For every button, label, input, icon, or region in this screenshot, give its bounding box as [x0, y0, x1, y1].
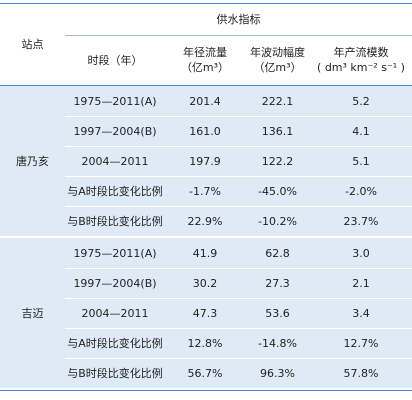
value-cell: 2.1: [352, 276, 370, 290]
period-cell: 与A时段比变化比例: [67, 336, 163, 350]
period-cell: 2004—2011: [81, 154, 149, 168]
period-cell: 1997—2004(B): [73, 276, 157, 290]
header-rule: [65, 35, 412, 36]
column-header-line: 时段（年）: [87, 53, 143, 67]
value-cell: 136.1: [261, 124, 294, 138]
group-background: [0, 86, 412, 236]
period-cell: 1975—2011(A): [73, 94, 157, 108]
value-cell: 47.3: [192, 306, 218, 320]
period-cell: 与B时段比变化比例: [67, 214, 163, 228]
column-header-line: 年波动幅度: [250, 46, 305, 59]
value-cell: 12.7%: [343, 336, 379, 350]
value-cell: 4.1: [352, 124, 370, 138]
column-header-line: ( dm³ km⁻² s⁻¹ ): [317, 61, 405, 74]
value-cell: 12.8%: [187, 336, 223, 350]
value-cell: 27.3: [265, 276, 290, 290]
row-separator: [65, 298, 412, 299]
value-cell: 56.7%: [187, 366, 223, 380]
row-separator: [65, 268, 412, 269]
bottom-rule: [0, 390, 412, 391]
column-header: 年产流模数 ( dm³ km⁻² s⁻¹ ): [310, 35, 412, 85]
value-cell: -10.2%: [258, 214, 297, 228]
value-cell: 222.1: [261, 94, 294, 108]
value-cell: 62.8: [265, 246, 290, 260]
period-cell: 1975—2011(A): [73, 246, 157, 260]
value-cell: 5.2: [352, 94, 370, 108]
period-cell: 2004—2011: [81, 306, 149, 320]
row-separator: [65, 328, 412, 329]
column-header: 时段（年）: [65, 35, 165, 85]
top-rule: [0, 3, 412, 4]
row-separator: [65, 358, 412, 359]
period-cell: 1997—2004(B): [73, 124, 157, 138]
value-cell: 161.0: [189, 124, 221, 138]
header-bottom-rule: [0, 85, 412, 86]
value-cell: -2.0%: [345, 184, 377, 198]
value-cell: -1.7%: [189, 184, 221, 198]
value-cell: 201.4: [189, 94, 221, 108]
value-cell: -45.0%: [258, 184, 297, 198]
value-cell: 122.2: [261, 154, 294, 168]
value-cell: 53.6: [265, 306, 290, 320]
column-header-line: 年产流模数: [333, 46, 389, 59]
value-cell: 57.8%: [343, 366, 379, 380]
value-cell: 5.1: [352, 154, 370, 168]
value-cell: 3.0: [352, 246, 370, 260]
row-separator: [65, 146, 412, 147]
column-header-line: （亿m³）: [253, 61, 302, 74]
station-cell: 吉迈: [21, 306, 44, 320]
value-cell: -14.8%: [258, 336, 297, 350]
row-separator: [65, 176, 412, 177]
value-cell: 96.3%: [260, 366, 295, 380]
value-cell: 30.2: [192, 276, 218, 290]
value-cell: 22.9%: [187, 214, 223, 228]
row-separator: [65, 116, 412, 117]
group-header: 供水指标: [216, 12, 261, 26]
group-separator: [0, 236, 412, 238]
column-header: 年波动幅度 （亿m³）: [245, 35, 310, 85]
station-header: 站点: [21, 37, 44, 51]
column-header: 年径流量 （亿m³）: [165, 35, 245, 85]
value-cell: 3.4: [352, 306, 370, 320]
period-cell: 与A时段比变化比例: [67, 184, 163, 198]
group-background: [0, 238, 412, 388]
period-cell: 与B时段比变化比例: [67, 366, 163, 380]
row-separator: [65, 206, 412, 207]
station-cell: 唐乃亥: [16, 154, 49, 168]
value-cell: 23.7%: [343, 214, 379, 228]
column-header-line: 年径流量: [183, 46, 227, 59]
column-header-line: （亿m³）: [180, 61, 230, 74]
value-cell: 41.9: [192, 246, 218, 260]
value-cell: 197.9: [189, 154, 221, 168]
